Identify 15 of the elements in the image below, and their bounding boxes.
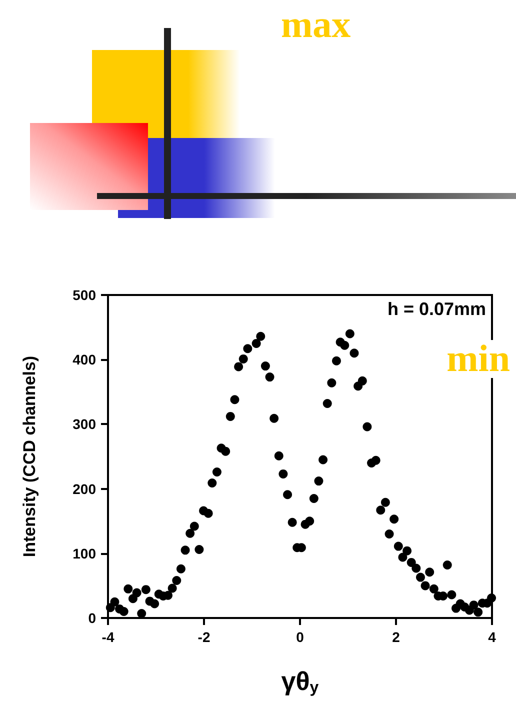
annotation: min — [444, 338, 512, 380]
annotation: h = 0.07mm — [387, 299, 486, 319]
y-tick-label: 100 — [72, 545, 96, 562]
x-tick-label: -2 — [198, 629, 210, 645]
y-tick-label: 300 — [72, 416, 96, 432]
text: max — [279, 4, 353, 46]
x-tick-label: -4 — [102, 629, 114, 645]
y-tick-label: 200 — [72, 480, 96, 497]
x-tick-label: 2 — [392, 629, 400, 645]
y-tick-label: 0 — [88, 610, 96, 626]
x-tick-label: 4 — [488, 629, 496, 645]
x-tick-label: 0 — [296, 629, 304, 645]
y-tick-label: 400 — [72, 352, 96, 368]
y-tick-label: 500 — [72, 287, 96, 303]
y-axis-title: Intensity (CCD channels) — [20, 356, 39, 558]
